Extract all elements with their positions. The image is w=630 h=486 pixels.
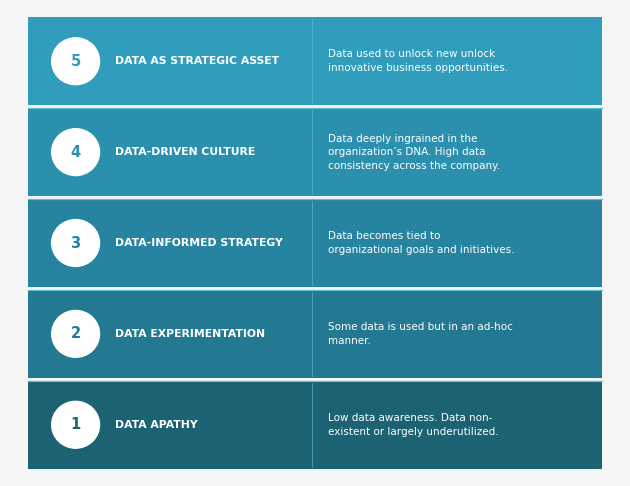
Text: Low data awareness. Data non-
existent or largely underutilized.: Low data awareness. Data non- existent o… xyxy=(328,413,498,436)
Text: 1: 1 xyxy=(71,417,81,432)
Ellipse shape xyxy=(52,220,100,266)
FancyBboxPatch shape xyxy=(28,381,602,469)
Text: DATA AS STRATEGIC ASSET: DATA AS STRATEGIC ASSET xyxy=(115,56,280,66)
Text: Some data is used but in an ad-hoc
manner.: Some data is used but in an ad-hoc manne… xyxy=(328,322,513,346)
Ellipse shape xyxy=(52,38,100,85)
Text: Data used to unlock new unlock
innovative business opportunities.: Data used to unlock new unlock innovativ… xyxy=(328,50,508,73)
Text: 4: 4 xyxy=(71,145,81,159)
FancyBboxPatch shape xyxy=(28,199,602,287)
Text: 2: 2 xyxy=(71,327,81,341)
FancyBboxPatch shape xyxy=(28,108,602,196)
Ellipse shape xyxy=(52,311,100,357)
FancyBboxPatch shape xyxy=(28,290,602,378)
Text: 5: 5 xyxy=(71,54,81,69)
Ellipse shape xyxy=(52,129,100,175)
Text: 3: 3 xyxy=(71,236,81,250)
Text: Data deeply ingrained in the
organization’s DNA. High data
consistency across th: Data deeply ingrained in the organizatio… xyxy=(328,134,500,171)
Text: DATA-INFORMED STRATEGY: DATA-INFORMED STRATEGY xyxy=(115,238,283,248)
Text: DATA EXPERIMENTATION: DATA EXPERIMENTATION xyxy=(115,329,265,339)
Text: Data becomes tied to
organizational goals and initiatives.: Data becomes tied to organizational goal… xyxy=(328,231,514,255)
Ellipse shape xyxy=(52,401,100,448)
FancyBboxPatch shape xyxy=(28,17,602,105)
Text: DATA-DRIVEN CULTURE: DATA-DRIVEN CULTURE xyxy=(115,147,256,157)
Text: DATA APATHY: DATA APATHY xyxy=(115,420,198,430)
